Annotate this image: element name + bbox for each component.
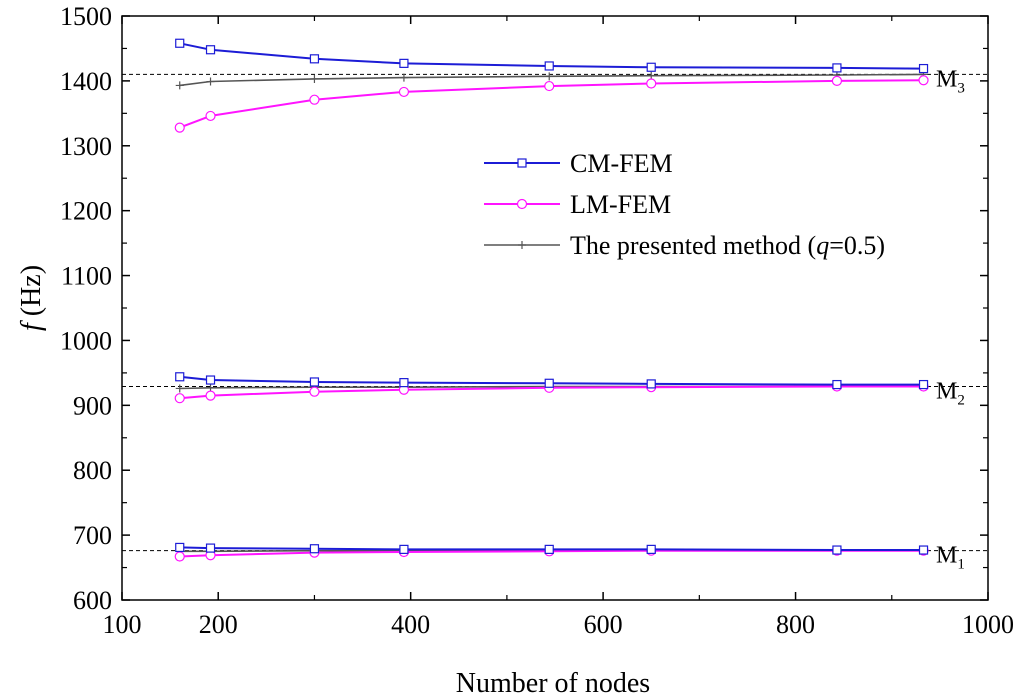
x-tick-label-400: 400 [391, 610, 430, 639]
series-line-lm-group-1 [179, 79, 924, 129]
plot-frame [121, 15, 989, 601]
y-tick-label-1000: 1000 [60, 326, 112, 355]
y-tick-label-1400: 1400 [60, 67, 112, 96]
legend-marker-cm [517, 158, 527, 168]
point-lm-group-1-5 [544, 80, 555, 92]
legend-marker-pm [518, 241, 526, 249]
point-cm-group-1-8 [918, 63, 929, 74]
y-tick-label-600: 600 [73, 586, 112, 615]
point-cm-group-2-1 [175, 372, 185, 382]
point-lm-group-2-3 [309, 386, 320, 397]
mode-label-2: M2 [936, 379, 965, 409]
point-cm-group-1-4 [399, 58, 409, 68]
series-line-cm-group-1 [179, 42, 924, 70]
point-cm-group-2-4 [399, 378, 409, 388]
series-line-lm-group-2 [179, 385, 924, 400]
point-cm-group-3-4 [399, 544, 409, 554]
legend-label-lm: LM-FEM [570, 190, 671, 219]
x-axis-title: Number of nodes [456, 668, 650, 698]
point-lm-group-1-1 [174, 122, 185, 133]
point-cm-group-2-6 [646, 379, 656, 389]
y-axis-title: f (Hz) [16, 265, 47, 331]
point-lm-group-2-2 [205, 390, 216, 401]
point-cm-group-1-2 [205, 45, 216, 55]
point-pm-group-1-4 [399, 73, 408, 82]
point-lm-group-1-3 [309, 94, 320, 105]
point-lm-group-1-4 [398, 86, 410, 98]
point-lm-group-2-1 [174, 393, 185, 404]
point-cm-group-1-7 [832, 63, 842, 73]
point-pm-group-1-3 [310, 74, 319, 83]
point-lm-group-1-2 [205, 110, 216, 122]
point-pm-group-2-2 [206, 383, 215, 392]
legend-label-cm: CM-FEM [570, 149, 673, 178]
point-cm-group-1-3 [309, 54, 320, 64]
y-tick-label-1500: 1500 [60, 2, 112, 31]
series-layer [174, 38, 929, 562]
point-cm-group-2-3 [309, 377, 320, 387]
point-cm-group-3-1 [175, 542, 185, 553]
y-tick-label-800: 800 [73, 456, 112, 485]
point-lm-group-1-8 [918, 75, 929, 86]
series-line-pm-group-1 [179, 73, 924, 87]
point-cm-group-3-3 [309, 544, 320, 554]
point-lm-group-3-1 [174, 551, 185, 562]
point-lm-group-1-7 [831, 75, 843, 86]
y-tick-label-1100: 1100 [61, 262, 112, 291]
x-tick-label-600: 600 [584, 610, 623, 639]
x-tick-label-200: 200 [199, 610, 238, 639]
legend-marker-lm [516, 198, 528, 210]
legend: CM-FEM LM-FEM The presented method (q=0.5) [484, 149, 885, 260]
mode-label-3: M3 [936, 66, 965, 96]
mode-labels: M3 M2 M1 [936, 66, 965, 572]
point-cm-group-3-2 [205, 543, 216, 553]
point-cm-group-1-6 [646, 62, 656, 72]
point-lm-group-1-6 [646, 78, 657, 89]
point-cm-group-2-7 [832, 379, 842, 390]
x-tick-label-1000: 1000 [962, 610, 1014, 639]
point-pm-group-1-2 [206, 77, 215, 86]
point-pm-group-1-5 [545, 72, 554, 81]
point-cm-group-3-5 [544, 544, 554, 554]
mode-label-1: M1 [936, 543, 965, 573]
x-tick-label-100: 100 [103, 610, 142, 639]
series-line-cm-group-3 [179, 546, 924, 551]
point-pm-group-1-1 [175, 81, 184, 90]
point-cm-group-1-5 [544, 61, 554, 71]
point-cm-group-3-8 [918, 545, 929, 555]
y-tick-label-1300: 1300 [60, 132, 112, 161]
point-pm-group-2-1 [175, 384, 184, 393]
point-cm-group-2-8 [918, 379, 929, 390]
legend-label-pm: The presented method (q=0.5) [570, 231, 885, 260]
y-tick-label-1200: 1200 [60, 197, 112, 226]
series-line-cm-group-2 [179, 375, 924, 386]
reference-lines [122, 73, 988, 552]
axes: 100 200 400 600 800 1000 600 700 800 900 1000 1100 1… [16, 2, 1014, 698]
point-cm-group-3-7 [832, 545, 842, 555]
point-cm-group-3-6 [646, 544, 656, 554]
y-tick-label-700: 700 [73, 521, 112, 550]
point-cm-group-2-5 [544, 378, 554, 388]
y-tick-label-900: 900 [73, 391, 112, 420]
point-cm-group-1-1 [175, 38, 185, 48]
x-tick-label-800: 800 [776, 610, 815, 639]
point-cm-group-2-2 [205, 375, 216, 385]
point-pm-group-1-6 [647, 71, 656, 80]
